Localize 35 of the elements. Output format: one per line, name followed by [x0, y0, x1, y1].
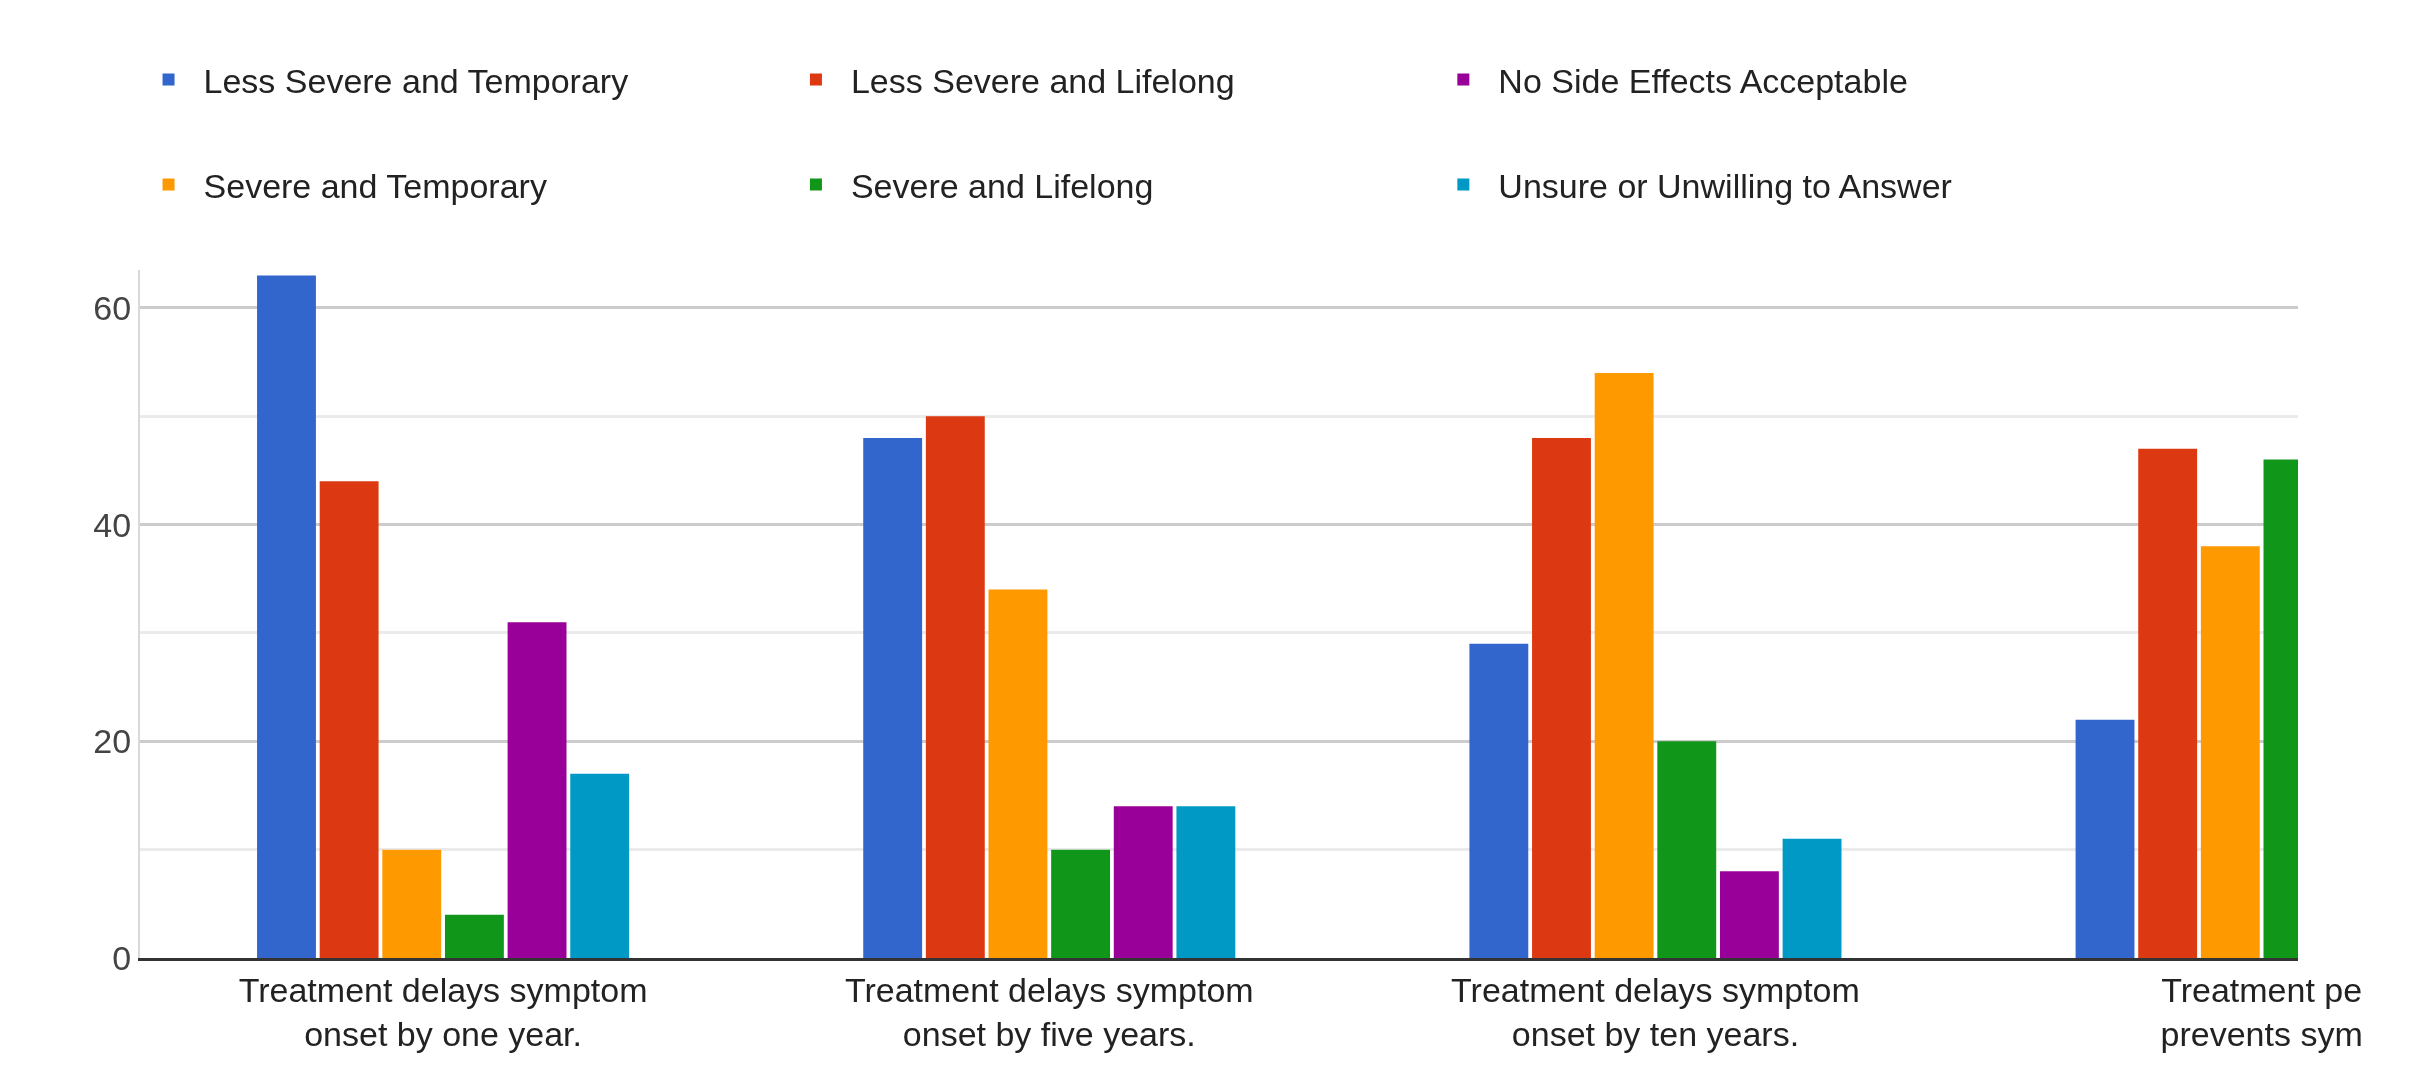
bar [1051, 849, 1111, 958]
x-tick-label: Treatment pe prevents sym [2160, 970, 2363, 1053]
bar [1719, 871, 1779, 958]
y-tick-label: 20 [93, 722, 132, 761]
bar [1113, 806, 1173, 958]
legend-label: No Side Effects Acceptable [1498, 61, 1908, 100]
x-tick-label: Treatment delays symptom onset by five years. [844, 970, 1254, 1053]
bar [1594, 372, 1654, 958]
legend-label: Less Severe and Lifelong [850, 61, 1235, 100]
y-tick-label: 40 [93, 505, 132, 544]
bar [1176, 806, 1236, 958]
bar [1657, 741, 1717, 958]
legend-label: Severe and Temporary [203, 166, 547, 205]
bar [2075, 719, 2135, 958]
bar [1532, 437, 1591, 958]
bar [319, 481, 379, 958]
legend-label: Severe and Lifelong [850, 166, 1154, 205]
bar [570, 773, 630, 958]
legend-label: Less Severe and Temporary [203, 61, 629, 100]
bar [863, 437, 923, 958]
bar [2138, 448, 2198, 958]
bar [444, 914, 504, 958]
bar [257, 275, 316, 958]
x-tick-label: Treatment delays symptom onset by one year. [238, 970, 648, 1053]
bar [1469, 643, 1529, 958]
bar [1782, 838, 1842, 958]
bar [382, 849, 442, 958]
y-tick-label: 60 [93, 288, 132, 327]
bar [925, 416, 985, 958]
x-tick-label: Treatment delays symptom onset by ten years. [1451, 970, 1860, 1053]
legend-label: Unsure or Unwilling to Answer [1498, 166, 1952, 205]
y-tick-label: 0 [112, 938, 132, 977]
bar [507, 622, 567, 958]
bar [988, 589, 1048, 958]
bar [2200, 546, 2260, 958]
